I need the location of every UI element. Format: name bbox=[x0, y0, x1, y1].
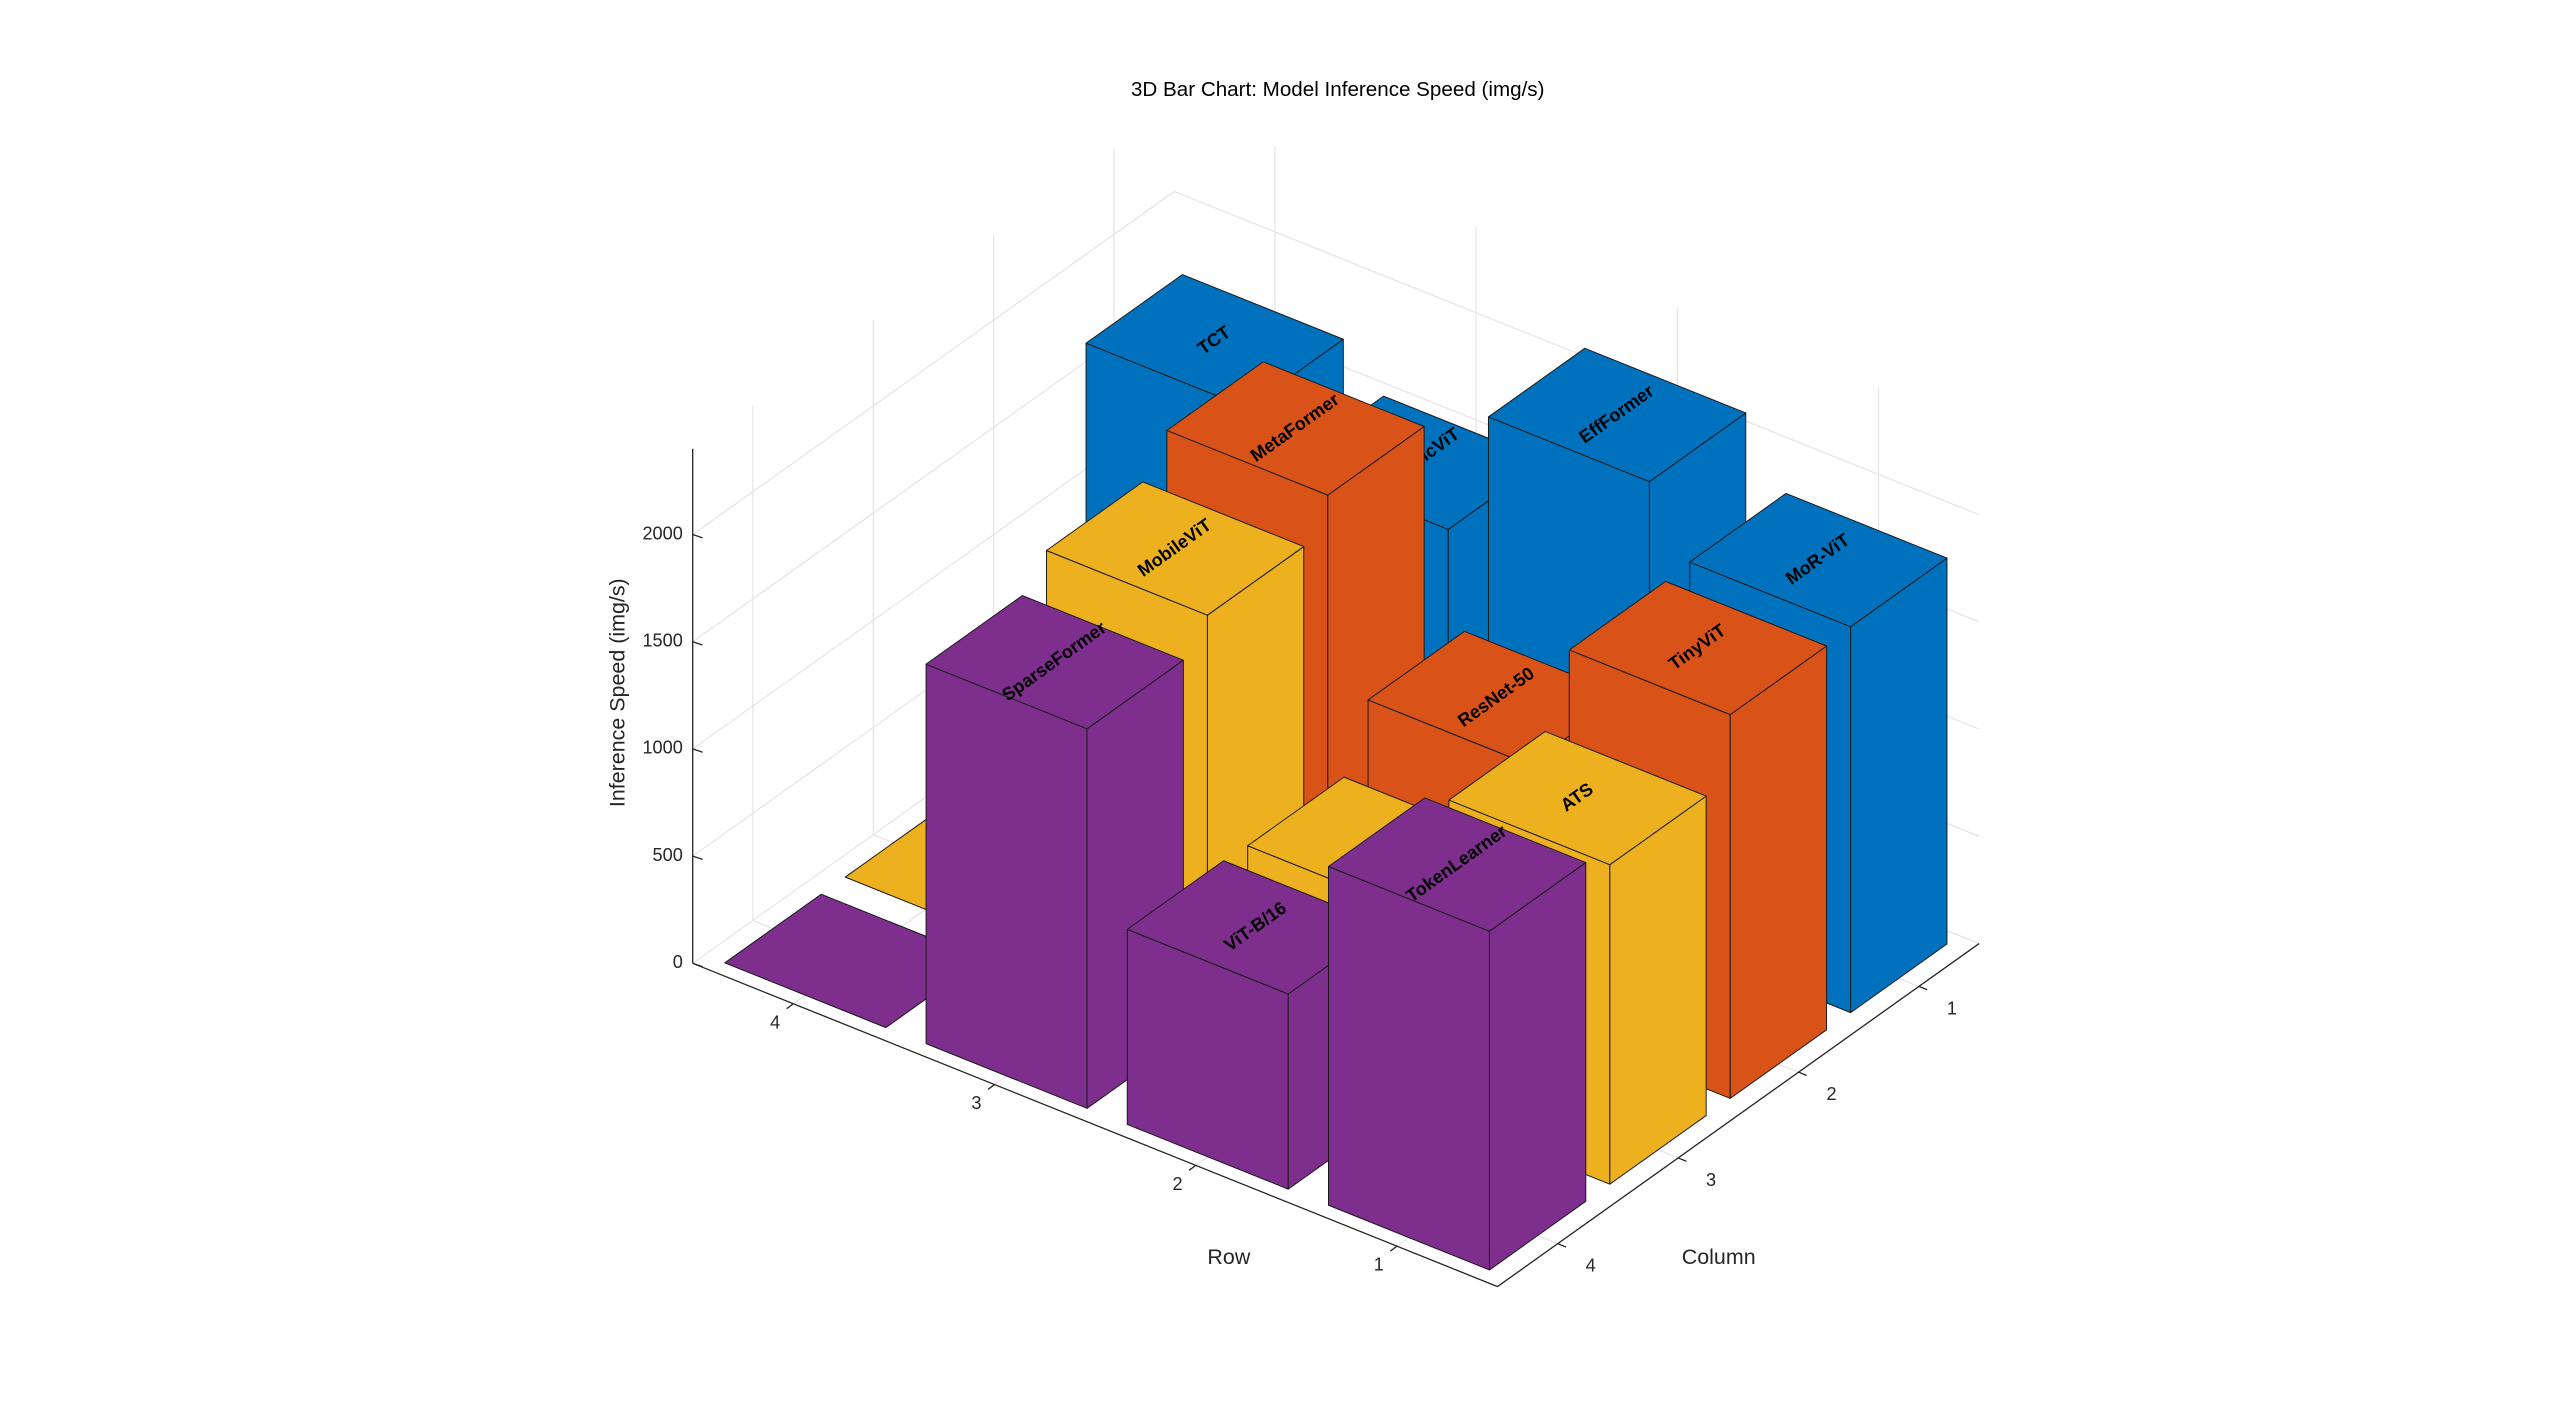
bar-side bbox=[925, 663, 1088, 1109]
z-axis-label: Inference Speed (img/s) bbox=[605, 578, 629, 807]
x-tick-label: 2 bbox=[1173, 1174, 1183, 1194]
x-tick bbox=[786, 1003, 794, 1010]
x-axis-line bbox=[692, 962, 1498, 1288]
y-tick-label: 2 bbox=[1826, 1084, 1836, 1104]
z-tick bbox=[692, 962, 703, 968]
x-tick-label: 4 bbox=[770, 1012, 780, 1032]
x-tick bbox=[1389, 1245, 1398, 1252]
z-tick bbox=[692, 855, 703, 861]
y-tick bbox=[1677, 1157, 1687, 1162]
bar-side bbox=[1327, 866, 1490, 1271]
z-tick bbox=[692, 533, 703, 539]
x-tick bbox=[1188, 1164, 1197, 1171]
bar-top bbox=[1487, 347, 1747, 483]
y-tick-label: 1 bbox=[1947, 998, 1957, 1018]
bar-top bbox=[925, 595, 1184, 730]
bar-top bbox=[1568, 580, 1828, 716]
z-tick-label: 2000 bbox=[642, 523, 682, 543]
z-tick-label: 0 bbox=[673, 952, 683, 972]
y-tick bbox=[1918, 985, 1928, 991]
z-grid-line bbox=[692, 191, 1175, 535]
bars: TCTDynamicViTEffFormerMetaFormerMoR-ViTR… bbox=[724, 274, 1948, 1271]
bar-top bbox=[1166, 361, 1425, 496]
bar-side bbox=[1488, 862, 1587, 1271]
y-tick bbox=[1798, 1071, 1808, 1077]
z-tick-label: 500 bbox=[653, 845, 683, 865]
z-tick bbox=[692, 748, 703, 753]
bar-top bbox=[1045, 481, 1305, 616]
z-tick-label: 1500 bbox=[642, 631, 682, 651]
bar-side bbox=[1850, 557, 1948, 1014]
x-tick-label: 3 bbox=[971, 1093, 981, 1113]
x-tick-label: 1 bbox=[1374, 1255, 1384, 1275]
z-tick bbox=[692, 641, 703, 646]
bar-top bbox=[1327, 797, 1587, 932]
bar-top bbox=[1448, 730, 1707, 866]
y-tick-label: 3 bbox=[1706, 1170, 1716, 1190]
y-tick-label: 4 bbox=[1586, 1256, 1596, 1276]
z-grid-line bbox=[1174, 190, 1980, 516]
bar-side bbox=[1729, 645, 1828, 1099]
chart-title: 3D Bar Chart: Model Inference Speed (img… bbox=[1131, 78, 1545, 101]
y-axis-line bbox=[1497, 942, 1980, 1288]
z-tick-label: 1000 bbox=[642, 738, 682, 758]
x-axis-label: Row bbox=[1207, 1245, 1250, 1269]
x-tick bbox=[987, 1084, 995, 1091]
bar-top bbox=[1689, 492, 1948, 628]
y-tick bbox=[1557, 1243, 1567, 1248]
y-axis-label: Column bbox=[1682, 1245, 1756, 1269]
